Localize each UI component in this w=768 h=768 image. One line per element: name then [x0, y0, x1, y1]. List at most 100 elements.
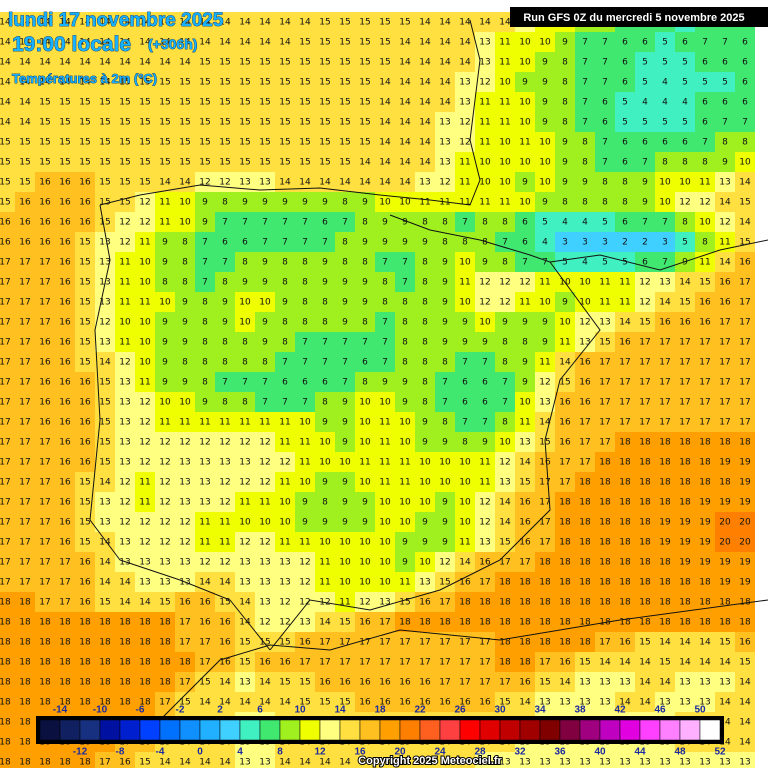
temperature-value: 8	[422, 398, 428, 408]
temperature-value: 18	[0, 758, 11, 768]
temperature-value: 14	[439, 38, 451, 48]
temperature-value: 9	[322, 198, 328, 208]
colorbar-label: 30	[494, 705, 506, 716]
temperature-cell	[155, 312, 175, 332]
temperature-cell	[315, 452, 335, 472]
temperature-value: 15	[319, 58, 330, 68]
temperature-value: 17	[19, 498, 30, 508]
temperature-value: 12	[179, 438, 190, 448]
temperature-cell	[415, 92, 435, 112]
temperature-cell	[635, 292, 655, 312]
temperature-value: 9	[542, 58, 548, 68]
temperature-value: 16	[559, 398, 571, 408]
temperature-cell	[475, 592, 495, 612]
temperature-cell	[95, 212, 115, 232]
temperature-value: 11	[239, 418, 250, 428]
temperature-value: 10	[179, 198, 191, 208]
temperature-value: 10	[399, 438, 411, 448]
temperature-cell	[375, 472, 395, 492]
temperature-cell	[695, 292, 715, 312]
temperature-value: 10	[139, 358, 151, 368]
temperature-cell	[235, 572, 255, 592]
temperature-value: 9	[402, 558, 408, 568]
temperature-value: 16	[299, 638, 311, 648]
temperature-value: 11	[119, 298, 130, 308]
temperature-cell	[415, 352, 435, 372]
temperature-cell	[175, 392, 195, 412]
temperature-cell	[235, 312, 255, 332]
temperature-cell	[675, 612, 695, 632]
temperature-value: 16	[39, 198, 51, 208]
temperature-cell	[415, 212, 435, 232]
temperature-value: 9	[322, 258, 328, 268]
temperature-value: 15	[719, 638, 730, 648]
temperature-value: 9	[362, 498, 368, 508]
temperature-value: 14	[139, 598, 151, 608]
temperature-value: 8	[222, 338, 228, 348]
temperature-cell	[215, 412, 235, 432]
temperature-cell	[95, 92, 115, 112]
temperature-value: 17	[699, 338, 710, 348]
temperature-value: 18	[539, 578, 551, 588]
temperature-value: 18	[79, 658, 91, 668]
temperature-cell	[75, 332, 95, 352]
temperature-cell	[555, 252, 575, 272]
temperature-cell	[295, 152, 315, 172]
temperature-value: 6	[642, 38, 648, 48]
temperature-cell	[195, 592, 215, 612]
temperature-value: 9	[422, 518, 428, 528]
temperature-value: 18	[439, 618, 451, 628]
temperature-value: 8	[282, 278, 288, 288]
colorbar-swatch	[339, 719, 361, 741]
temperature-value: 16	[59, 418, 71, 428]
temperature-value: 16	[59, 358, 71, 368]
temperature-cell	[335, 112, 355, 132]
temperature-value: 6	[482, 398, 488, 408]
temperature-cell	[0, 672, 15, 692]
temperature-value: 19	[699, 518, 711, 528]
temperature-cell	[535, 252, 555, 272]
temperature-cell	[735, 432, 755, 452]
temperature-cell	[595, 592, 615, 612]
temperature-value: 17	[539, 478, 550, 488]
temperature-value: 19	[719, 458, 731, 468]
temperature-cell	[635, 332, 655, 352]
temperature-cell	[75, 232, 95, 252]
temperature-value: 19	[719, 578, 731, 588]
temperature-value: 17	[19, 418, 30, 428]
temperature-cell	[15, 672, 35, 692]
temperature-cell	[355, 432, 375, 452]
temperature-cell	[135, 532, 155, 552]
temperature-cell	[655, 452, 675, 472]
temperature-cell	[315, 412, 335, 432]
temperature-cell	[55, 452, 75, 472]
temperature-cell	[295, 292, 315, 312]
temperature-value: 9	[642, 178, 648, 188]
temperature-value: 16	[339, 678, 351, 688]
temperature-cell	[335, 512, 355, 532]
temperature-cell	[155, 112, 175, 132]
temperature-value: 17	[719, 418, 730, 428]
temperature-value: 17	[399, 638, 410, 648]
temperature-cell	[395, 292, 415, 312]
temperature-cell	[675, 232, 695, 252]
temperature-cell	[495, 392, 515, 412]
temperature-value: 7	[342, 378, 348, 388]
temperature-cell	[15, 252, 35, 272]
temperature-cell	[495, 512, 515, 532]
temperature-cell	[315, 252, 335, 272]
temperature-cell	[255, 592, 275, 612]
temperature-value: 10	[519, 58, 531, 68]
lead-time: (+306h)	[148, 36, 197, 52]
temperature-cell	[495, 572, 515, 592]
temperature-cell	[315, 652, 335, 672]
temperature-cell	[0, 332, 15, 352]
temperature-value: 16	[79, 578, 91, 588]
temperature-value: 9	[422, 438, 428, 448]
temperature-value: 6	[462, 378, 468, 388]
temperature-cell	[635, 572, 655, 592]
temperature-value: 11	[479, 478, 490, 488]
temperature-value: 15	[59, 158, 70, 168]
temperature-cell	[195, 512, 215, 532]
temperature-value: 9	[722, 158, 728, 168]
